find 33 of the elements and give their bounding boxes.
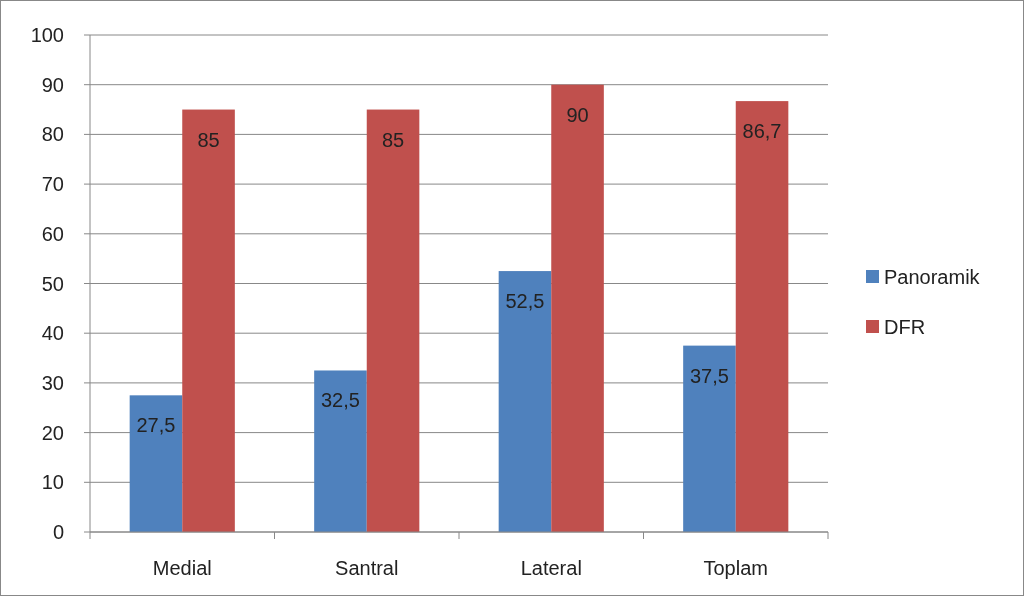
bar xyxy=(182,109,235,532)
bar xyxy=(551,84,604,532)
bar xyxy=(129,395,183,532)
data-label: 90 xyxy=(566,103,589,126)
y-tick-label: 10 xyxy=(41,471,64,494)
data-label: 85 xyxy=(381,128,405,151)
y-tick-label: 80 xyxy=(41,123,64,146)
legend-label: Panoramik xyxy=(884,266,981,288)
bar xyxy=(735,101,789,532)
y-tick-label: 30 xyxy=(41,371,64,394)
bar xyxy=(366,109,420,532)
y-tick-label: 100 xyxy=(30,24,64,46)
x-tick-label: Lateral xyxy=(520,557,582,579)
data-label: 32,5 xyxy=(320,389,360,412)
data-label: 85 xyxy=(197,128,220,151)
data-label: 86,7 xyxy=(742,120,782,143)
bar xyxy=(314,370,367,532)
y-tick-label: 40 xyxy=(41,322,64,345)
bar xyxy=(498,271,552,532)
x-tick-label: Toplam xyxy=(703,557,768,579)
x-tick-label: Santral xyxy=(335,557,399,579)
y-tick-label: 60 xyxy=(41,222,64,245)
y-tick-label: 0 xyxy=(52,521,64,543)
y-tick-label: 90 xyxy=(41,73,64,96)
data-label: 37,5 xyxy=(689,364,729,387)
y-tick-label: 70 xyxy=(41,173,64,196)
legend-label: DFR xyxy=(884,316,926,338)
data-label: 27,5 xyxy=(136,414,176,437)
y-tick-label: 50 xyxy=(41,272,64,295)
y-tick-label: 20 xyxy=(41,421,64,444)
bar xyxy=(683,345,736,532)
x-tick-label: Medial xyxy=(152,557,212,579)
data-label: 52,5 xyxy=(505,290,545,313)
